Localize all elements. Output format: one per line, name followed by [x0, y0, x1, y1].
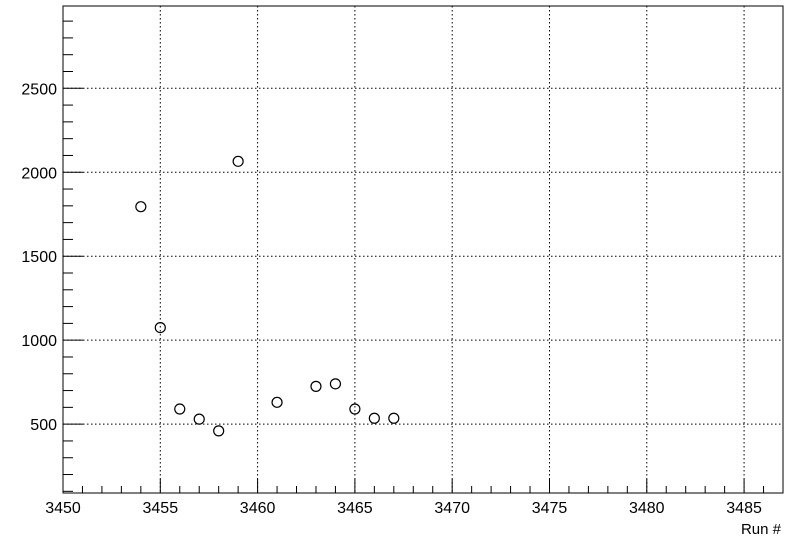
data-point — [232, 155, 244, 167]
data-point — [213, 425, 225, 437]
data-point — [329, 378, 342, 390]
grid-lines — [63, 6, 783, 493]
x-tick-label: 3450 — [45, 500, 81, 517]
data-point — [349, 403, 361, 415]
data-point — [271, 396, 283, 408]
x-tick-label: 3470 — [434, 500, 470, 517]
data-point — [193, 413, 205, 425]
data-point — [310, 380, 322, 392]
y-axis: 500 1000 1500 2000 2500 — [21, 20, 83, 492]
x-tick-label: 3455 — [143, 500, 179, 517]
y-tick-label: 2500 — [21, 81, 57, 98]
y-tick-label: 1000 — [21, 333, 57, 350]
data-point — [174, 403, 186, 415]
x-axis: 3450 3455 3460 3465 3470 3475 3480 3485 — [45, 479, 784, 517]
data-point — [135, 201, 147, 213]
data-point — [154, 321, 166, 334]
y-tick-label: 1500 — [21, 249, 57, 266]
y-tick-label: 500 — [30, 417, 57, 434]
x-tick-label: 3475 — [532, 500, 568, 517]
data-point — [368, 412, 380, 424]
plot-frame — [62, 5, 784, 494]
data-point — [388, 412, 400, 424]
x-tick-label: 3485 — [726, 500, 762, 517]
x-axis-title: Run # — [741, 521, 782, 538]
y-tick-label: 2000 — [21, 165, 57, 182]
x-tick-label: 3480 — [629, 500, 665, 517]
x-tick-label: 3460 — [240, 500, 276, 517]
x-tick-label: 3465 — [337, 500, 373, 517]
data-points — [135, 155, 400, 437]
